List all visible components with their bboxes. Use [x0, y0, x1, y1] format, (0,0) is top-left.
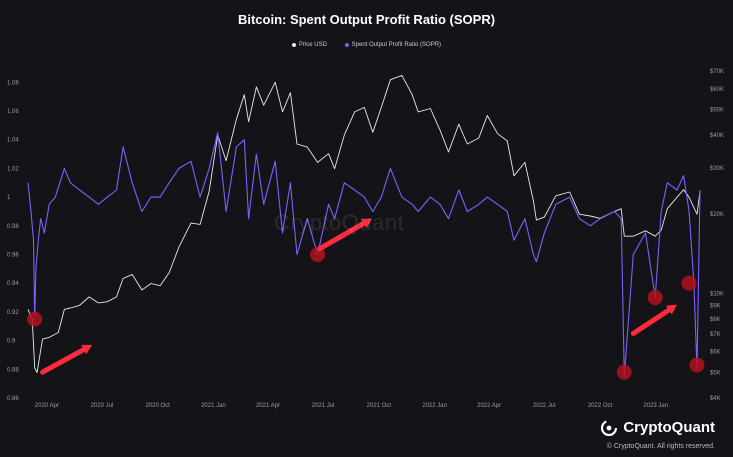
arrow-shaft [40, 347, 86, 375]
x-tick-label: 2021 Jul [312, 403, 335, 409]
y-right-tick-label: $50K [710, 108, 724, 114]
x-tick-label: 2020 Apr [35, 403, 59, 409]
y-left-tick-label: 0.9 [7, 339, 16, 345]
brand-logo: CryptoQuant [601, 419, 715, 436]
arrow-head-icon [666, 304, 677, 315]
arrow-head-icon [81, 344, 93, 355]
x-tick-label: 2020 Oct [145, 403, 170, 409]
y-left-tick-label: 0.86 [7, 396, 19, 402]
x-tick-label: 2022 Oct [588, 403, 613, 409]
copyright-text: © CryptoQuant. All rights reserved. [606, 443, 715, 450]
y-right-tick-label: $40K [710, 133, 724, 139]
legend-price-label: Price USD [298, 42, 327, 48]
y-left-tick-label: 1.04 [7, 138, 19, 144]
y-right-tick-label: $5K [710, 371, 721, 377]
legend-item-sopr[interactable]: Spent Output Profit Ratio (SOPR) [344, 42, 442, 48]
capitulation-marker [27, 311, 43, 327]
y-right-tick-label: $7K [710, 332, 721, 338]
y-left-tick-label: 0.96 [7, 253, 19, 259]
capitulation-marker [689, 357, 705, 373]
capitulation-marker [647, 290, 663, 306]
price-line [27, 74, 701, 373]
x-tick-label: 2020 Jul [91, 403, 114, 409]
y-left-tick-label: 1.02 [7, 166, 19, 172]
y-right-tick-label: $4K [710, 396, 721, 402]
y-right-tick-label: $8K [710, 317, 721, 323]
legend-item-price[interactable]: Price USD [291, 42, 327, 48]
sopr-legend-dot-icon [344, 43, 349, 47]
x-tick-label: 2022 Jul [533, 403, 556, 409]
x-tick-label: 2021 Oct [367, 403, 392, 409]
y-right-tick-label: $9K [710, 303, 721, 309]
chart-legend: Price USD Spent Output Profit Ratio (SOP… [0, 42, 733, 49]
y-right-tick-label: $10K [710, 291, 724, 297]
y-right-tick-label: $20K [710, 212, 724, 218]
watermark: CryptoQuant [274, 210, 405, 235]
x-tick-label: 2022 Apr [477, 403, 501, 409]
y-left-tick-label: 0.92 [7, 310, 19, 316]
chart-title: Bitcoin: Spent Output Profit Ratio (SOPR… [237, 12, 496, 27]
capitulation-marker [310, 247, 326, 263]
y-left-tick-label: 0.98 [7, 224, 19, 230]
y-right-tick-label: $60K [710, 87, 724, 93]
brand-name: CryptoQuant [623, 419, 715, 436]
capitulation-marker [616, 364, 632, 380]
x-tick-label: 2023 Jan [643, 403, 668, 409]
y-left-tick-label: 0.94 [7, 281, 19, 287]
y-left-tick-label: 0.88 [7, 367, 19, 373]
arrow-head-icon [361, 218, 373, 229]
sopr-line [27, 132, 701, 378]
x-tick-label: 2021 Jan [201, 403, 226, 409]
y-right-tick-label: $30K [710, 166, 724, 172]
arrow-shaft [630, 307, 672, 336]
cryptoquant-logo-icon [601, 419, 618, 436]
legend-sopr-label: Spent Output Profit Ratio (SOPR) [351, 42, 442, 48]
y-right-tick-label: $70K [710, 69, 724, 75]
x-tick-label: 2021 Apr [256, 403, 280, 409]
y-left-tick-label: 1.08 [7, 80, 19, 86]
y-left-tick-label: 1 [7, 195, 11, 201]
y-right-tick-label: $6K [710, 350, 721, 356]
price-legend-dot-icon [291, 43, 296, 47]
capitulation-marker [681, 275, 697, 291]
arrow-shaft [316, 221, 366, 252]
y-left-tick-label: 1.06 [7, 109, 19, 115]
x-tick-label: 2022 Jan [422, 403, 447, 409]
